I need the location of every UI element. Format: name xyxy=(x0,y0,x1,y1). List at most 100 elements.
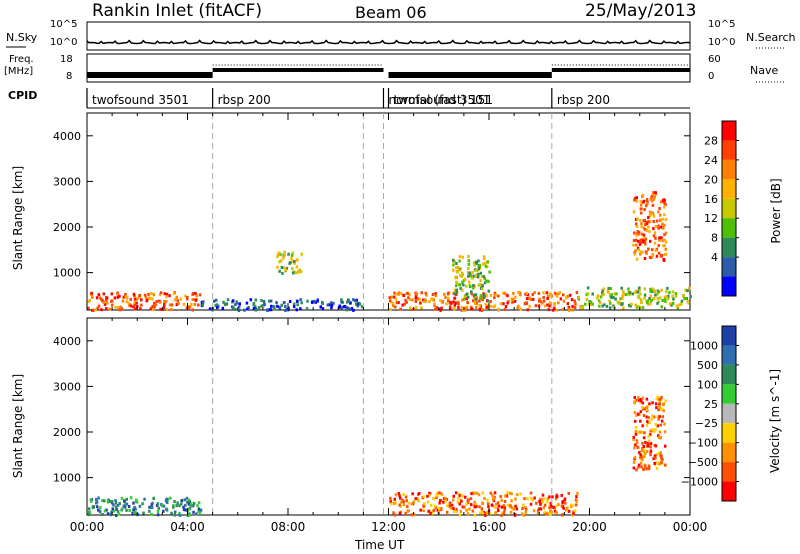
echo-cell xyxy=(650,199,654,203)
echo-cell xyxy=(395,292,398,296)
echo-cell xyxy=(168,303,172,307)
echo-cell xyxy=(285,307,288,311)
echo-cell xyxy=(475,505,478,508)
echo-cell xyxy=(655,254,659,258)
echo-cell xyxy=(165,308,169,312)
echo-cell xyxy=(483,497,486,500)
echo-cell xyxy=(641,232,644,236)
echo-cell xyxy=(638,232,641,236)
echo-cell xyxy=(487,289,491,293)
echo-cell xyxy=(656,461,659,464)
echo-cell xyxy=(609,294,612,298)
echo-cell xyxy=(647,225,650,229)
panel-0-colorbar-swatch-5 xyxy=(722,218,736,238)
echo-cell xyxy=(474,297,478,301)
echo-cell xyxy=(473,301,477,305)
echo-cell xyxy=(138,296,142,299)
echo-cell xyxy=(452,268,455,272)
echo-cell xyxy=(237,309,241,312)
echo-cell xyxy=(247,306,250,309)
echo-cell xyxy=(238,302,241,306)
echo-cell xyxy=(643,455,646,459)
echo-cell xyxy=(660,200,663,204)
echo-cell xyxy=(658,238,661,242)
echo-cell xyxy=(151,304,155,308)
echo-cell xyxy=(659,423,663,427)
echo-cell xyxy=(282,266,285,270)
echo-cell xyxy=(667,294,670,298)
echo-cell xyxy=(493,296,496,300)
echo-cell xyxy=(100,308,103,312)
echo-cell xyxy=(283,253,286,257)
echo-cell xyxy=(643,431,646,435)
echo-cell xyxy=(537,304,541,308)
echo-cell xyxy=(464,293,468,297)
echo-cell xyxy=(654,456,657,460)
echo-cell xyxy=(468,280,471,284)
echo-cell xyxy=(536,511,540,514)
echo-cell xyxy=(280,303,283,307)
echo-cell xyxy=(202,300,205,304)
echo-cell xyxy=(110,510,113,514)
freq-unit-label: [MHz] xyxy=(4,66,34,77)
echo-cell xyxy=(245,301,249,305)
echo-cell xyxy=(110,500,114,504)
echo-cell xyxy=(195,512,198,516)
echo-cell xyxy=(133,303,136,307)
echo-cell xyxy=(479,279,482,282)
echo-cell xyxy=(471,271,474,274)
echo-cell xyxy=(637,248,641,252)
echo-cell xyxy=(419,508,422,512)
echo-cell xyxy=(659,407,662,411)
echo-cell xyxy=(474,273,478,277)
echo-cell xyxy=(156,502,160,506)
echo-cell xyxy=(328,303,331,307)
echo-cell xyxy=(538,507,541,511)
echo-cell xyxy=(467,498,470,502)
echo-cell xyxy=(198,510,202,514)
echo-cell xyxy=(632,466,636,470)
echo-cell xyxy=(522,513,526,517)
echo-cell xyxy=(478,303,481,307)
echo-cell xyxy=(502,302,505,306)
echo-cell xyxy=(531,498,534,502)
echo-cell xyxy=(121,507,124,511)
echo-cell xyxy=(610,293,613,296)
echo-cell xyxy=(647,444,650,448)
panel-1-colorbar-swatch-8 xyxy=(722,481,736,501)
echo-cell xyxy=(479,283,482,286)
echo-cell xyxy=(338,304,342,308)
echo-cell xyxy=(153,301,156,305)
echo-cell xyxy=(173,298,177,302)
panel-0-colorbar-swatch-8 xyxy=(722,276,736,296)
echo-cell xyxy=(466,501,470,505)
echo-cell xyxy=(434,506,438,510)
echo-cell xyxy=(410,502,413,506)
echo-cell xyxy=(178,513,182,517)
echo-cell xyxy=(467,262,471,266)
echo-cell xyxy=(199,508,203,512)
echo-cell xyxy=(125,296,129,299)
echo-cell xyxy=(571,304,574,308)
echo-cell xyxy=(638,294,641,298)
echo-cell xyxy=(634,249,637,253)
date-label: 25/May/2013 xyxy=(585,1,697,21)
echo-cell xyxy=(629,304,632,308)
echo-cell xyxy=(214,298,218,302)
echo-cell xyxy=(330,301,333,305)
echo-cell xyxy=(445,302,448,306)
echo-cell xyxy=(431,293,435,296)
echo-cell xyxy=(571,308,574,312)
echo-cell xyxy=(567,305,571,309)
echo-cell xyxy=(276,255,279,259)
echo-cell xyxy=(660,396,663,399)
echo-cell xyxy=(639,461,643,465)
echo-cell xyxy=(647,302,650,306)
echo-cell xyxy=(617,301,621,305)
echo-cell xyxy=(643,240,647,244)
echo-cell xyxy=(591,292,594,296)
echo-cell xyxy=(596,296,599,300)
echo-cell xyxy=(514,504,517,508)
echo-cell xyxy=(639,298,643,301)
echo-cell xyxy=(348,308,352,312)
